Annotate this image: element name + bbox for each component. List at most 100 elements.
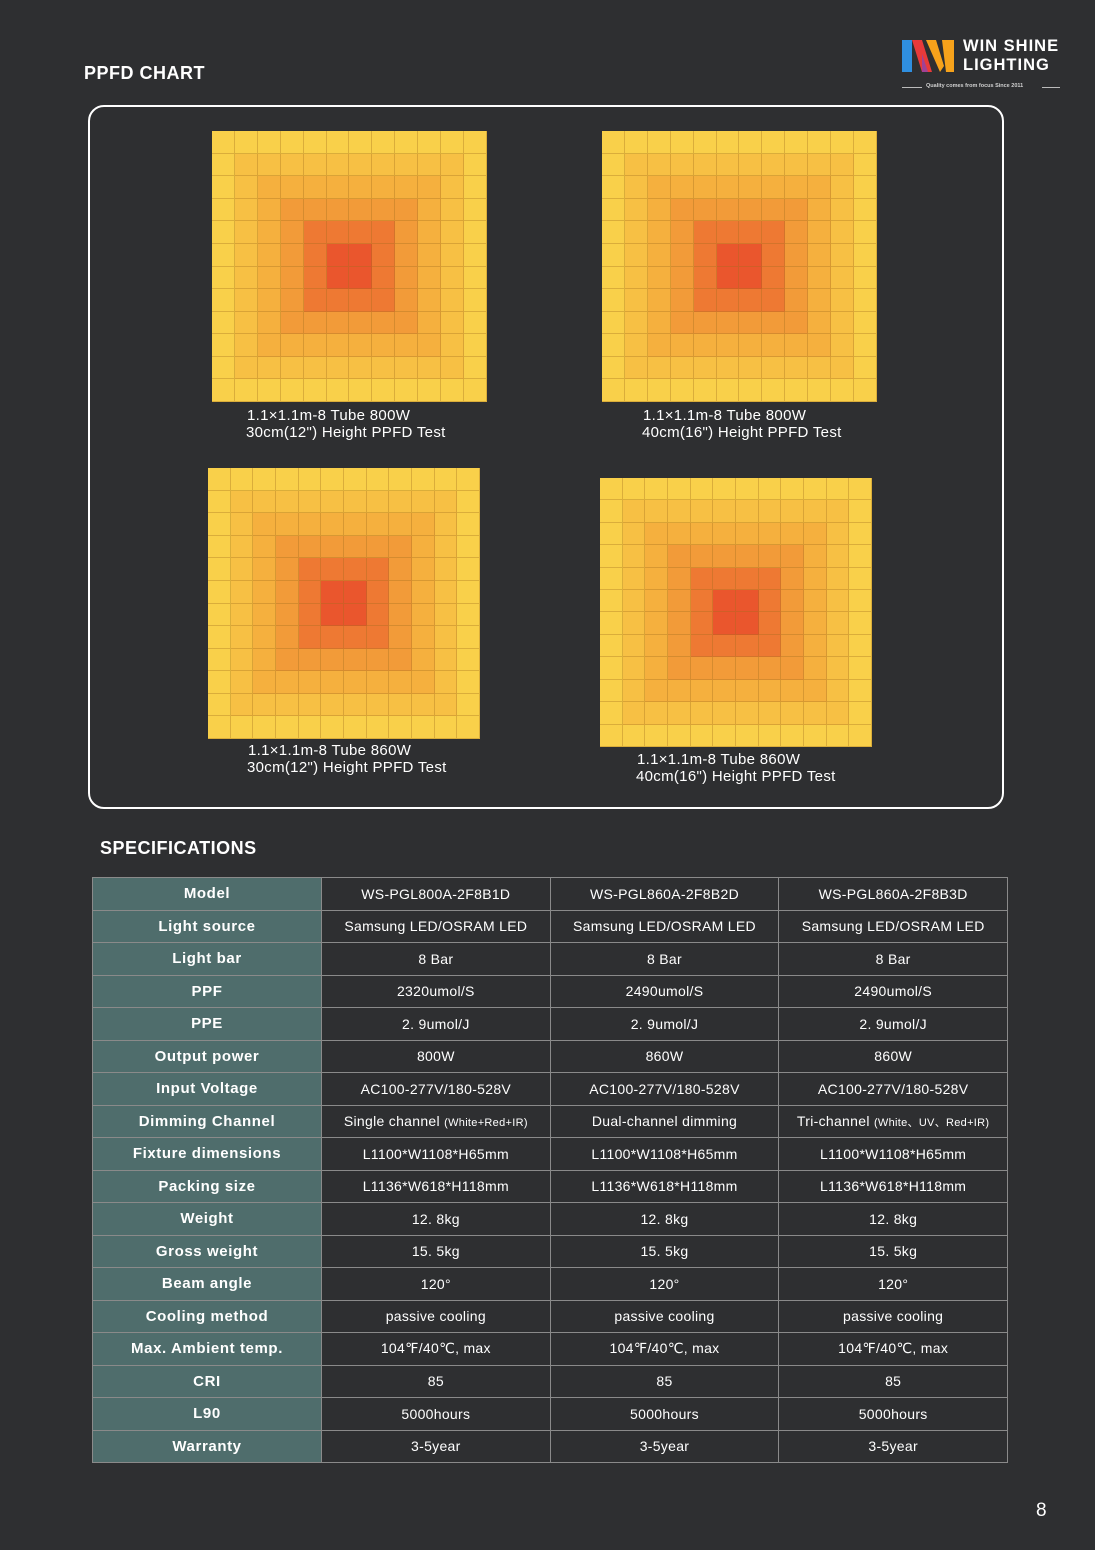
ppfd-heatmap-cell: [849, 657, 872, 680]
ppfd-heatmap-cell: [624, 379, 648, 402]
ppfd-heatmap-cell: [234, 289, 258, 312]
spec-value-text: 8 Bar: [647, 950, 682, 967]
ppfd-heatmap-cell: [234, 356, 258, 380]
ppfd-heatmap-cell: [275, 490, 299, 514]
ppfd-heatmap-cell: [600, 500, 623, 523]
ppfd-heatmap-cell: [275, 535, 299, 559]
ppfd-heatmap-cell: [253, 580, 276, 604]
ppfd-heatmap-cell: [826, 478, 850, 501]
ppfd-heatmap-cell: [781, 522, 804, 546]
ppfd-heatmap-cell: [667, 702, 691, 725]
ppfd-heatmap-cell: [349, 221, 373, 244]
ppfd-heatmap-cell: [441, 153, 465, 177]
ppfd-heatmap-cell: [212, 198, 235, 222]
ppfd-heatmap-cell: [690, 478, 714, 501]
spec-value: 860W: [549, 1039, 780, 1073]
ppfd-heatmap-cell: [602, 356, 625, 380]
ppfd-heatmap-cell: [321, 558, 344, 581]
ppfd-heatmap-cell: [298, 490, 322, 514]
ppfd-heatmap-cell: [735, 634, 759, 658]
ppfd-heatmap-cell: [602, 379, 625, 402]
ppfd-heatmap-cell: [690, 522, 714, 546]
ppfd-heatmap-cell: [457, 603, 480, 627]
ppfd-heatmap-cell: [298, 603, 322, 627]
spec-value-text: Samsung LED/OSRAM LED: [573, 918, 756, 935]
ppfd-heatmap-cell: [372, 289, 396, 312]
spec-value: L1136*W618*H118mm: [778, 1169, 1008, 1203]
ppfd-heatmap-cell: [212, 379, 235, 402]
ppfd-heatmap-cell: [321, 535, 344, 559]
ppfd-heatmap-cell: [418, 289, 442, 312]
ppfd-heatmap-cell: [647, 334, 671, 357]
ppfd-heatmap-cell: [647, 221, 671, 244]
ppfd-heatmap-cell: [257, 198, 281, 222]
ppfd-heatmap-cell: [735, 545, 759, 568]
ppfd-heatmap-cell: [647, 153, 671, 177]
ppfd-heatmap-cell: [298, 558, 322, 581]
ppfd-heatmap-cell: [257, 131, 281, 154]
ppfd-heatmap-cell: [826, 500, 850, 523]
ppfd-heatmap-cell: [624, 334, 648, 357]
spec-row: PPE 2. 9umol/J 2. 9umol/J 2. 9umol/J: [92, 1007, 1008, 1041]
spec-value: 15. 5kg: [321, 1234, 551, 1268]
ppfd-heatmap-cell: [234, 379, 258, 402]
ppfd-heatmap-cell: [808, 379, 832, 402]
ppfd-heatmap-cell: [622, 634, 646, 658]
ppfd-heatmap-cell: [372, 198, 396, 222]
ppfd-heatmap-cell: [418, 334, 442, 357]
ppfd-heatmap-cell: [280, 356, 304, 380]
ppfd-heatmap-cell: [280, 243, 304, 267]
ppfd-heatmap-cell: [693, 131, 717, 154]
ppfd-heatmap-cell: [758, 590, 782, 613]
spec-row: Fixture dimensions L1100*W1108*H65mm L1100…: [92, 1137, 1008, 1171]
ppfd-heatmap-cell: [762, 334, 786, 357]
ppfd-heatmap-cell: [602, 289, 625, 312]
spec-value-text: 104℉/40℃, max: [380, 1340, 491, 1357]
ppfd-heatmap-cell: [602, 243, 625, 267]
spec-value-text: 120°: [649, 1275, 680, 1292]
spec-label: Gross weight: [92, 1234, 322, 1268]
spec-value: 5000hours: [321, 1397, 551, 1431]
spec-value: 15. 5kg: [778, 1234, 1008, 1268]
spec-value-text: 2490umol/S: [625, 983, 704, 1000]
ppfd-heatmap-cell: [670, 379, 694, 402]
logo-rule-right: [1042, 87, 1060, 88]
spec-value: L1136*W618*H118mm: [321, 1169, 551, 1203]
ppfd-heatmap-cell: [411, 648, 435, 672]
spec-value-text: 15. 5kg: [869, 1243, 918, 1260]
ppfd-heatmap-cell: [434, 648, 458, 672]
ppfd-heatmap-cell: [849, 567, 872, 591]
spec-value: 104℉/40℃, max: [549, 1332, 780, 1366]
ppfd-heatmap-cell: [366, 558, 390, 581]
ppfd-heatmap-cell: [298, 693, 322, 717]
ppfd-heatmap-cell: [464, 379, 487, 402]
ppfd-heatmap-cell: [411, 580, 435, 604]
ppfd-heatmap-cell: [257, 243, 281, 267]
ppfd-heatmap-cell: [645, 634, 668, 658]
ppfd-heatmap-cell: [826, 702, 850, 725]
ppfd-heatmap-cell: [785, 198, 809, 222]
spec-label: Beam angle: [92, 1267, 322, 1301]
ppfd-heatmap-cell: [713, 478, 736, 501]
spec-value-text: passive cooling: [385, 1308, 486, 1325]
ppfd-heatmap-cell: [602, 198, 625, 222]
ppfd-heatmap-cell: [212, 243, 235, 267]
spec-value: WS-PGL860A-2F8B2D: [549, 877, 780, 911]
ppfd-heatmap-cell: [349, 334, 373, 357]
spec-value-text: 860W: [645, 1048, 684, 1065]
ppfd-heatmap-cell: [670, 289, 694, 312]
ppfd-heatmap-cell: [781, 679, 804, 703]
ppfd-heatmap-cell: [434, 490, 458, 514]
ppfd-heatmap-cell: [803, 500, 827, 523]
ppfd-heatmap-cell: [602, 221, 625, 244]
ppfd-heatmap-cell: [326, 198, 350, 222]
ppfd-heatmap-cell: [690, 657, 714, 680]
ppfd-heatmap-cell: [849, 634, 872, 658]
spec-label: Output power: [92, 1039, 322, 1073]
ppfd-heatmap-cell: [647, 198, 671, 222]
ppfd-heatmap-cell: [366, 468, 390, 491]
spec-value-text: 5000hours: [401, 1405, 471, 1422]
ppfd-heatmap-cell: [831, 198, 855, 222]
ppfd-heatmap-cell: [670, 221, 694, 244]
ppfd-heatmap-cell: [624, 131, 648, 154]
